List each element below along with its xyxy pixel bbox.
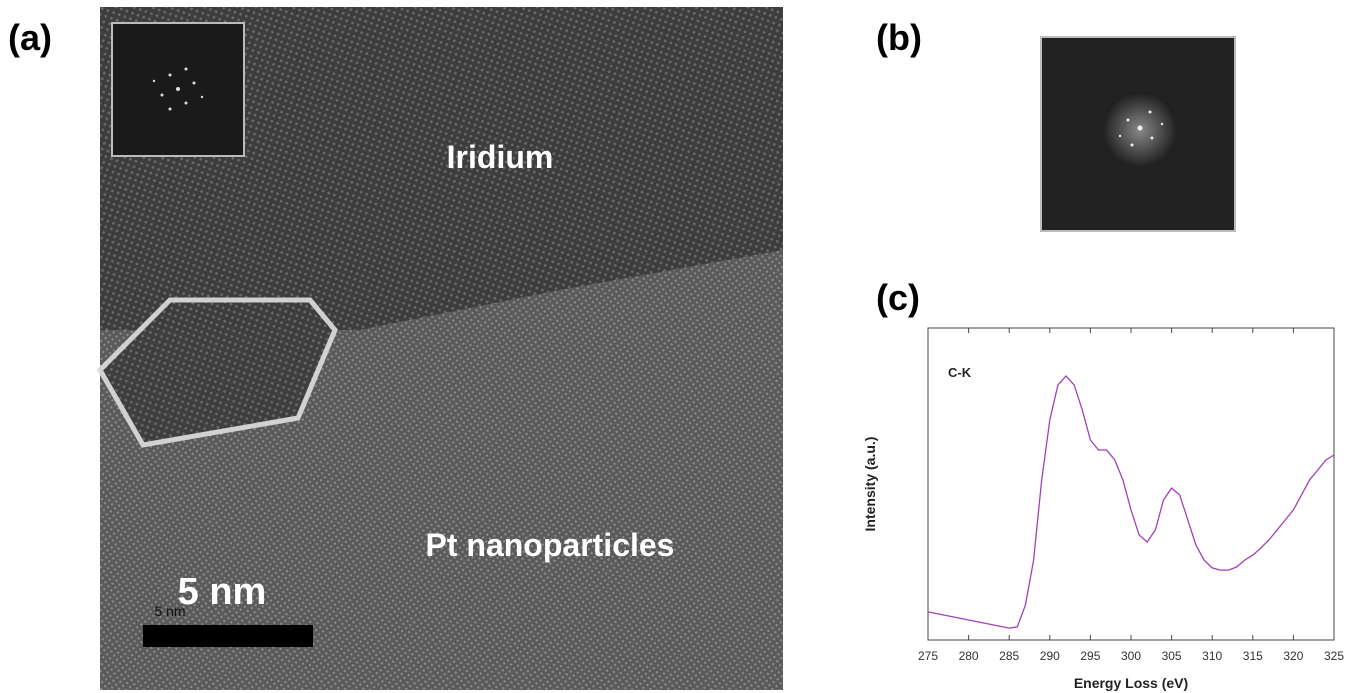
panel-label: (c): [876, 277, 920, 318]
x-tick-label: 275: [918, 649, 938, 663]
panel-label: (b): [876, 17, 922, 58]
tem-image: Iridium Pt nanoparticles 5 nm 5 nm: [96, 7, 783, 690]
scale-bar-label: 5 nm: [178, 571, 267, 613]
spectrum-line: [927, 375, 1335, 629]
scale-bar-label: 5 nm: [154, 603, 185, 619]
x-axis-label: Energy Loss (eV): [1074, 675, 1188, 691]
x-tick-label: 290: [1040, 649, 1060, 663]
x-tick-label: 310: [1202, 649, 1222, 663]
x-tick-label: 315: [1243, 649, 1263, 663]
region-label: Pt nanoparticles: [426, 527, 675, 563]
y-axis-label: Intensity (a.u.): [862, 437, 878, 532]
plot-frame: [927, 327, 1335, 641]
fft-image: [1040, 36, 1236, 232]
chart: C-K Energy Loss (eV) Intensity (a.u.) 27…: [862, 327, 1344, 691]
x-tick-label: 320: [1283, 649, 1303, 663]
panel-label: (a): [8, 17, 52, 58]
x-tick-label: 285: [999, 649, 1019, 663]
scale-bar: [143, 625, 313, 647]
x-tick-label: 300: [1121, 649, 1141, 663]
annotation: C-K: [948, 365, 972, 380]
x-tick-label: 305: [1162, 649, 1182, 663]
x-tick-label: 325: [1324, 649, 1344, 663]
x-tick-label: 295: [1080, 649, 1100, 663]
region-label: Iridium: [447, 139, 554, 175]
x-tick-label: 280: [959, 649, 979, 663]
